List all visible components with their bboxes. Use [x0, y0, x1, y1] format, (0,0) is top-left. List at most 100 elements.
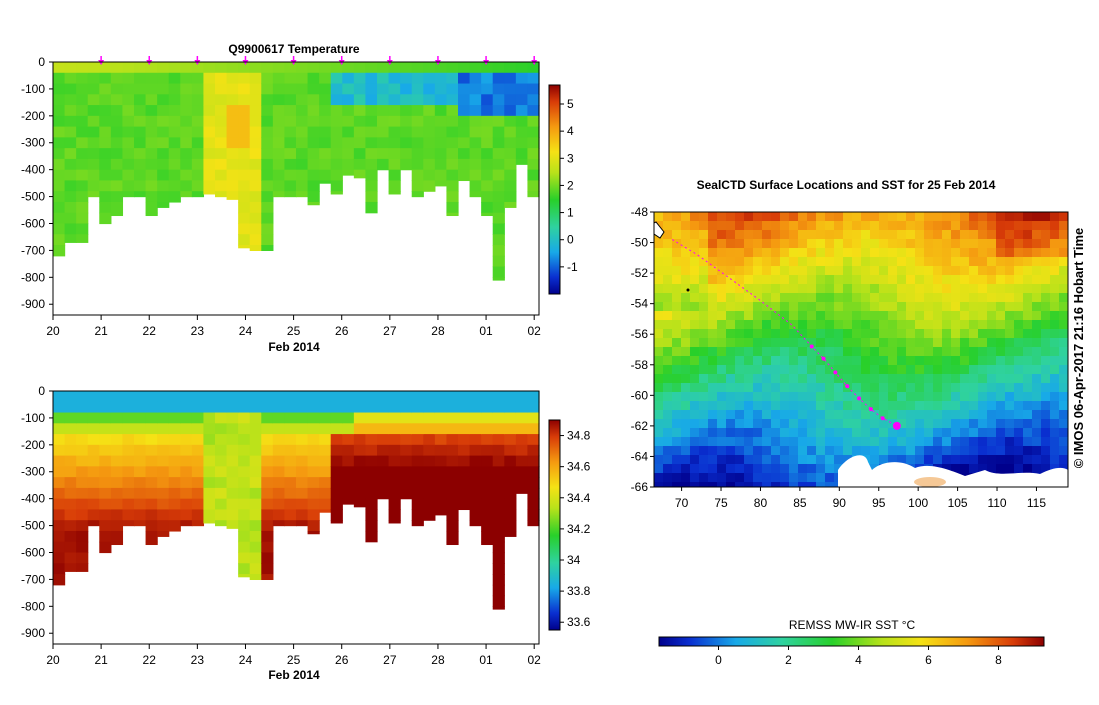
sst-cell [879, 428, 889, 438]
temperature-cell [481, 148, 494, 160]
temperature-cell [284, 126, 297, 138]
sst-cell [834, 428, 844, 438]
sst-cell [807, 284, 817, 294]
sst-cell [816, 275, 826, 285]
salinity-cell [319, 401, 332, 414]
sst-cell [906, 302, 916, 312]
salinity-cell [377, 412, 390, 424]
temperature-cell [110, 191, 124, 203]
sst-cell [834, 320, 844, 330]
temperature-cell [76, 137, 89, 149]
sst-cell [672, 248, 682, 258]
temperature-cell [64, 94, 77, 106]
salinity-cell [64, 563, 77, 572]
temperature-cell [203, 137, 216, 149]
temperature-cell [469, 158, 482, 171]
salinity-cell [261, 520, 274, 532]
sst-cell [699, 284, 709, 294]
temperature-cell [64, 201, 77, 214]
temperature-cell [203, 94, 216, 106]
sst-cell [1023, 266, 1033, 276]
sst-cell [879, 401, 889, 411]
temperature-cell [134, 148, 147, 160]
sst-cell [771, 230, 781, 240]
sst-cell [942, 401, 952, 411]
temperature-cell [434, 83, 448, 95]
temperature-cell [145, 105, 158, 117]
salinity-cell [238, 391, 251, 403]
temperature-cell [238, 191, 251, 203]
seal-position [880, 416, 885, 421]
sst-cell [1005, 464, 1015, 474]
salinity-cell [110, 423, 124, 435]
sst-cell [699, 428, 709, 438]
sst-cell [879, 383, 889, 393]
sst-cell [960, 365, 970, 375]
sst-cell [807, 392, 817, 402]
sst-cell [924, 221, 934, 231]
sst-cell [672, 302, 682, 312]
sst-cell [1059, 419, 1068, 429]
temperature-cell [307, 137, 320, 149]
sst-cell [1050, 419, 1060, 429]
salinity-cell [226, 401, 239, 414]
sst-cell [960, 437, 970, 447]
salinity-cell [76, 444, 89, 457]
temperature-cell [296, 148, 309, 160]
sst-cell [726, 221, 736, 231]
sst-cell [951, 464, 961, 474]
salinity-cell [388, 509, 401, 521]
sst-cell [726, 212, 736, 222]
salinity-cell [342, 477, 355, 489]
temperature-cell [434, 148, 448, 160]
salinity-cell [527, 477, 540, 489]
sst-cell [978, 329, 988, 339]
temperature-cell [469, 191, 482, 198]
sst-cell [879, 455, 889, 465]
temperature-cell [203, 105, 216, 117]
salinity-cell [99, 520, 112, 532]
salinity-cell [388, 498, 401, 511]
sst-cell [924, 293, 934, 303]
temperature-cell [296, 72, 309, 85]
sst-cell [1014, 437, 1024, 447]
sst-cell [834, 446, 844, 456]
sst-cell [744, 248, 754, 258]
salinity-cell [307, 434, 320, 446]
temperature-cell [446, 72, 459, 85]
sst-cell [969, 329, 979, 339]
sst-cell [726, 248, 736, 258]
salinity-cell [64, 487, 77, 500]
salinity-cell [458, 455, 471, 467]
sst-cbar-label: 0 [715, 653, 722, 667]
temperature-cell [64, 180, 77, 192]
sst-cell [924, 302, 934, 312]
salinity-cell [423, 444, 436, 457]
sst-cell [978, 446, 988, 456]
temperature-cell [411, 83, 424, 95]
sst-cell [888, 329, 898, 339]
salinity-cell [272, 434, 286, 446]
sst-cell [1059, 392, 1068, 402]
salinity-cell [238, 541, 251, 554]
sst-cell [816, 356, 826, 366]
salinity-cell [203, 434, 216, 446]
temperature-cell [411, 148, 424, 160]
seal-position [857, 396, 862, 401]
sst-cell [1059, 230, 1068, 240]
sst-cell [798, 392, 808, 402]
sst-cell [987, 356, 997, 366]
salinity-cell [87, 423, 100, 435]
sst-cell [771, 473, 781, 483]
sst-cell [726, 482, 736, 487]
temperature-cell [261, 234, 274, 246]
temperature-cell [284, 148, 297, 160]
salinity-cell [307, 466, 320, 478]
sst-cell [699, 275, 709, 285]
sst-cell [843, 446, 853, 456]
sst-cell [708, 428, 718, 438]
salinity-cell [180, 423, 193, 435]
temperature-cell [504, 158, 517, 171]
temperature-cell [238, 83, 251, 95]
salinity-cell [261, 509, 274, 521]
